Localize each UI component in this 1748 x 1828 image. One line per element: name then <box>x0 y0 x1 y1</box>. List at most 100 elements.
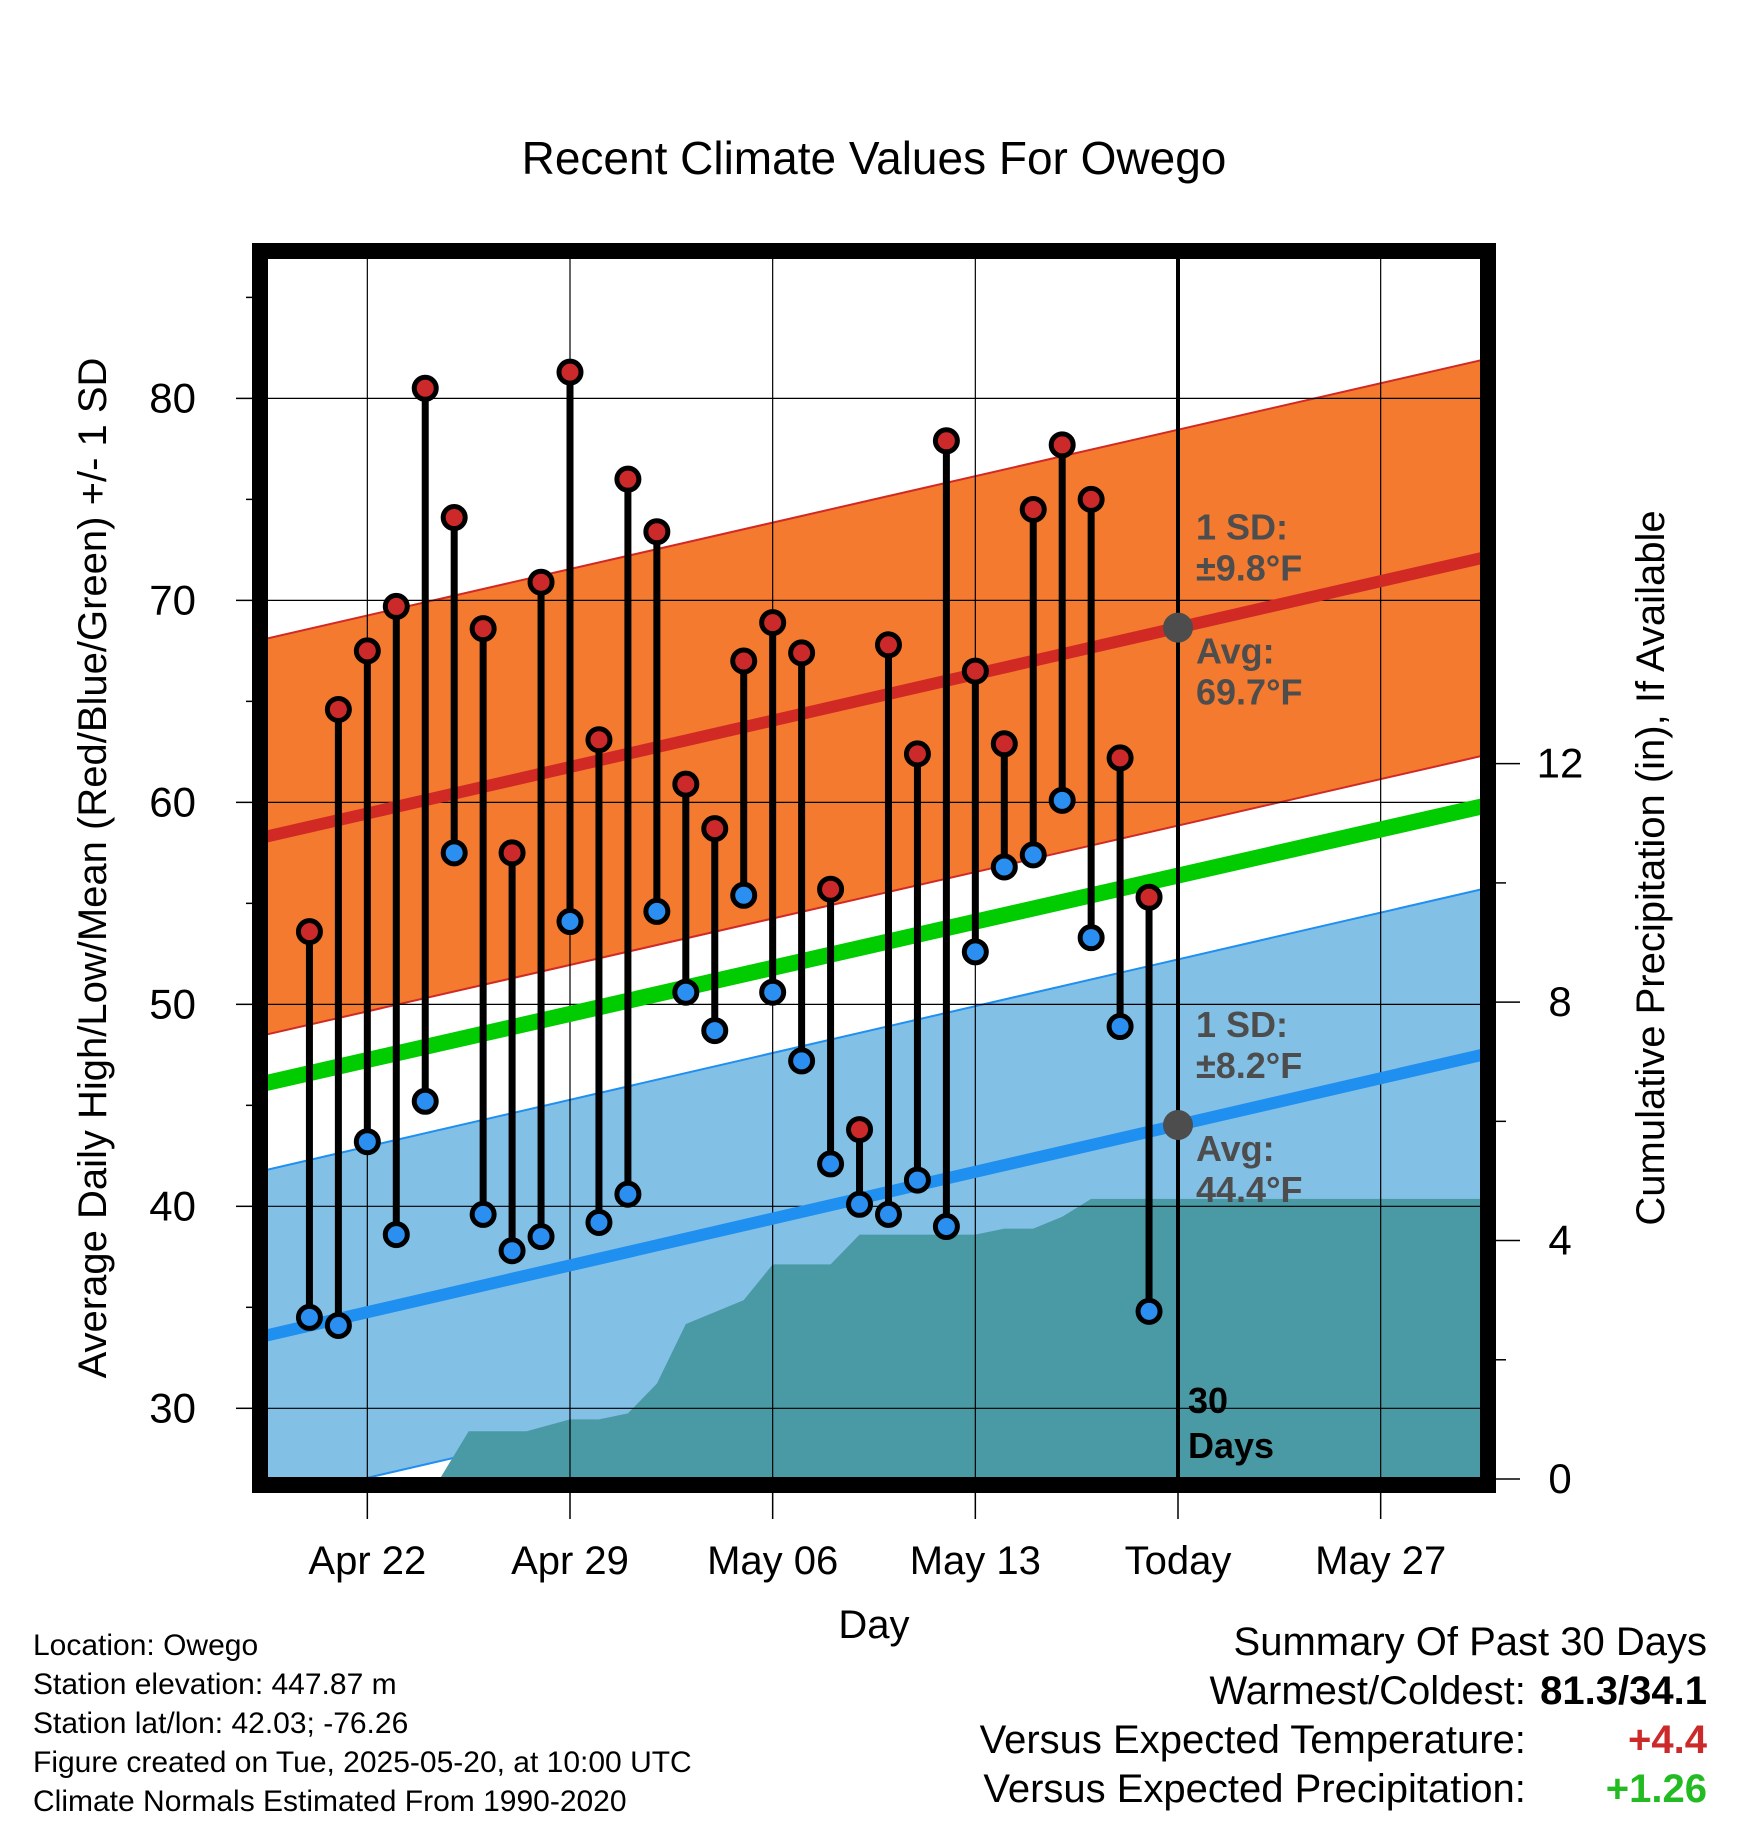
daily-low-point <box>527 1223 555 1251</box>
daily-low-point <box>382 1221 410 1249</box>
daily-low-point <box>353 1128 381 1156</box>
daily-high-point <box>411 374 439 402</box>
daily-low-point <box>759 978 787 1006</box>
left-y-tick-label: 50 <box>149 980 196 1027</box>
daily-low-point <box>614 1180 642 1208</box>
daily-low-point <box>846 1190 874 1218</box>
days-label-1: 30 <box>1188 1380 1228 1421</box>
warmest-label: Warmest/Coldest: <box>1209 1669 1526 1713</box>
daily-low-point <box>903 1166 931 1194</box>
low-avg-label-2: 44.4°F <box>1196 1169 1302 1210</box>
latlon-text: Station lat/lon: 42.03; -76.26 <box>33 1707 409 1740</box>
daily-high-point <box>353 637 381 665</box>
avg-high-line <box>266 552 1482 843</box>
x-tick-label: May 27 <box>1315 1539 1446 1583</box>
daily-low-point <box>701 1017 729 1045</box>
daily-low-point <box>411 1087 439 1115</box>
daily-low-point <box>469 1200 497 1228</box>
right-y-tick-label: 0 <box>1548 1455 1571 1502</box>
daily-high-point <box>759 609 787 637</box>
summary-title: Summary Of Past 30 Days <box>1233 1620 1707 1664</box>
daily-low-point <box>1019 841 1047 869</box>
temp-anomaly-label: Versus Expected Temperature: <box>979 1718 1526 1762</box>
high-avg-label-2: 69.7°F <box>1196 672 1302 713</box>
daily-low-point <box>643 897 671 925</box>
avg-mean-line <box>266 798 1482 1091</box>
x-tick-label: Apr 22 <box>308 1539 426 1583</box>
elevation-text: Station elevation: 447.87 m <box>33 1668 397 1701</box>
daily-low-point <box>556 908 584 936</box>
chart-title: Recent Climate Values For Owego <box>522 132 1227 184</box>
daily-low-point <box>932 1213 960 1241</box>
daily-low-point <box>1135 1297 1163 1325</box>
low-avg-label-1: Avg: <box>1196 1128 1275 1169</box>
daily-high-point <box>903 740 931 768</box>
daily-high-point <box>672 770 700 798</box>
days-label-2: Days <box>1188 1425 1274 1466</box>
x-tick-label: Apr 29 <box>511 1539 629 1583</box>
low-sd-label-1: 1 SD: <box>1196 1004 1288 1045</box>
warmest-value: 81.3/34.1 <box>1540 1669 1707 1713</box>
daily-high-point <box>961 657 989 685</box>
daily-high-point <box>730 647 758 675</box>
left-y-tick-label: 60 <box>149 778 196 825</box>
created-text: Figure created on Tue, 2025-05-20, at 10… <box>33 1746 692 1779</box>
precip-row: Versus Expected Precipitation: +1.26 <box>980 1765 1707 1814</box>
high-sd-label-2: ±9.8°F <box>1196 548 1302 589</box>
left-y-tick-label: 80 <box>149 374 196 421</box>
daily-low-point <box>1048 786 1076 814</box>
today-avg-low-marker <box>1163 1110 1193 1141</box>
daily-high-point <box>1077 485 1105 513</box>
daily-low-point <box>874 1200 902 1228</box>
temp-anomaly-value: +4.4 <box>1628 1718 1707 1762</box>
daily-high-point <box>585 726 613 754</box>
daily-high-point <box>295 918 323 946</box>
daily-high-point <box>990 730 1018 758</box>
daily-high-point <box>701 815 729 843</box>
daily-high-point <box>324 695 352 723</box>
daily-high-point <box>382 592 410 620</box>
plot-frame <box>252 243 1496 1493</box>
daily-high-point <box>846 1116 874 1144</box>
daily-high-point <box>1048 431 1076 459</box>
daily-high-point <box>932 427 960 455</box>
daily-low-point <box>324 1311 352 1339</box>
daily-high-point <box>556 358 584 386</box>
daily-high-point <box>643 518 671 546</box>
daily-high-point <box>614 465 642 493</box>
left-y-tick-label: 70 <box>149 576 196 623</box>
daily-high-point <box>788 639 816 667</box>
daily-high-point <box>498 839 526 867</box>
x-axis-title: Day <box>838 1603 909 1647</box>
right-y-tick-label: 12 <box>1537 740 1584 787</box>
daily-high-point <box>817 875 845 903</box>
daily-low-point <box>1077 924 1105 952</box>
daily-high-point <box>1106 744 1134 772</box>
x-tick-label: May 06 <box>707 1539 838 1583</box>
daily-low-point <box>961 938 989 966</box>
left-y-axis-title: Average Daily High/Low/Mean (Red/Blue/Gr… <box>71 358 115 1379</box>
daily-high-point <box>1135 883 1163 911</box>
warmest-row: Warmest/Coldest: 81.3/34.1 <box>980 1667 1708 1716</box>
daily-low-point <box>295 1303 323 1331</box>
precip-anomaly-label: Versus Expected Precipitation: <box>983 1767 1526 1811</box>
temp-row: Versus Expected Temperature: +4.4 <box>980 1716 1707 1765</box>
summary-panel: Summary Of Past 30 Days Warmest/Coldest:… <box>980 1618 1707 1814</box>
right-y-tick-label: 4 <box>1548 1217 1571 1264</box>
daily-low-point <box>672 978 700 1006</box>
normals-text: Climate Normals Estimated From 1990-2020 <box>33 1785 627 1818</box>
low-sd-label-2: ±8.2°F <box>1196 1045 1302 1086</box>
daily-low-point <box>730 881 758 909</box>
left-y-tick-label: 30 <box>149 1384 196 1431</box>
right-y-tick-label: 8 <box>1548 978 1571 1025</box>
left-y-tick-label: 40 <box>149 1182 196 1229</box>
daily-low-point <box>440 839 468 867</box>
daily-high-point <box>1019 495 1047 523</box>
today-avg-high-marker <box>1163 612 1193 643</box>
daily-high-point <box>469 615 497 643</box>
precip-anomaly-value: +1.26 <box>1605 1767 1707 1811</box>
daily-low-point <box>990 853 1018 881</box>
avg-low-line <box>266 1048 1482 1342</box>
high-sd-label-1: 1 SD: <box>1196 507 1288 548</box>
